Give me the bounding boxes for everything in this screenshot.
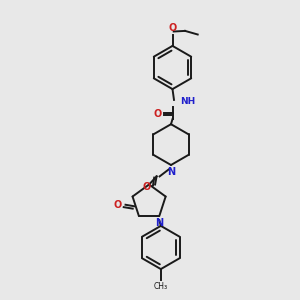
Text: O: O xyxy=(114,200,122,210)
Text: N: N xyxy=(155,218,163,228)
Text: CH₃: CH₃ xyxy=(154,282,168,291)
Text: O: O xyxy=(154,109,162,119)
Text: NH: NH xyxy=(180,98,195,106)
Text: O: O xyxy=(168,23,177,33)
Text: N: N xyxy=(167,167,176,177)
Text: O: O xyxy=(143,182,151,192)
